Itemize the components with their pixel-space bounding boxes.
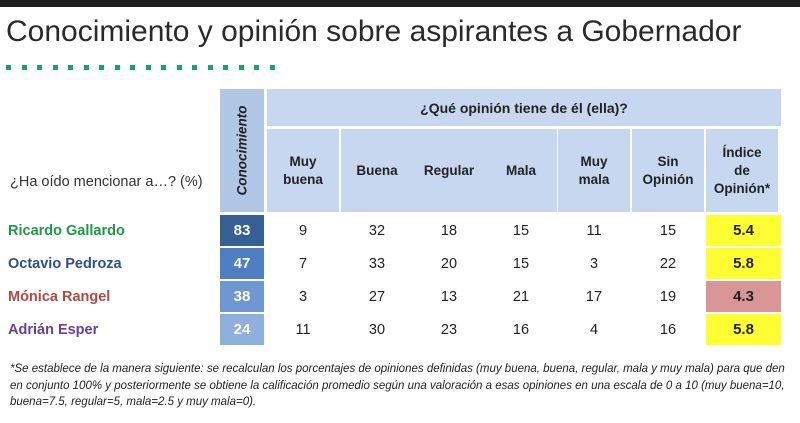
opinion-value: 3 — [298, 288, 308, 305]
col-header-regular: Regular — [413, 129, 485, 212]
opinion-value: 23 — [440, 321, 458, 338]
opinion-index-value: 5.8 — [706, 248, 781, 279]
divider-dot — [83, 65, 89, 70]
divider-dot — [192, 65, 197, 70]
divider-dot — [207, 65, 213, 70]
col-header-line: Opinión — [642, 171, 694, 187]
opinion-value: 11 — [586, 222, 602, 239]
col-header-line: mala — [578, 171, 610, 187]
col-header-line: Opinión* — [713, 180, 771, 196]
opinion-value: 15 — [659, 222, 677, 239]
divider-dot — [130, 65, 135, 70]
col-header-line: buena — [283, 171, 323, 187]
opinion-value: 3 — [589, 255, 599, 272]
knowledge-value: 83 — [220, 215, 264, 246]
divider-dot — [223, 65, 228, 70]
divider-dot — [52, 65, 58, 70]
opinion-value: 9 — [298, 222, 308, 239]
col-header-muy-mala: Muy mala — [558, 129, 630, 212]
opinion-index-value: 5.8 — [706, 314, 781, 345]
top-border — [0, 0, 800, 7]
opinion-value: 18 — [440, 222, 458, 239]
col-header-mala: Mala — [485, 129, 557, 212]
opinion-value: 16 — [512, 321, 530, 338]
divider-dot — [37, 65, 42, 70]
divider-dot — [176, 65, 182, 70]
row-name: Octavio Pedroza — [8, 255, 122, 272]
opinion-index-value: 5.4 — [706, 215, 781, 246]
divider-dot — [114, 65, 120, 70]
opinion-value: 21 — [512, 288, 530, 305]
col-header-line: Muy — [580, 153, 608, 169]
col-header-line: Regular — [423, 162, 475, 178]
opinion-value: 33 — [368, 255, 386, 272]
row-name: Adrián Esper — [8, 321, 99, 338]
col-header-line: Sin — [657, 153, 679, 169]
divider-dot — [99, 65, 104, 70]
knowledge-value: 47 — [220, 248, 264, 279]
knowledge-header: Conocimiento — [220, 89, 264, 212]
opinion-value: 16 — [659, 321, 677, 338]
divider-dot — [6, 65, 11, 70]
page-title: Conocimiento y opinión sobre aspirantes … — [6, 15, 742, 48]
opinion-value: 19 — [659, 288, 677, 305]
col-header-indice: Índice de Opinión* — [706, 129, 778, 212]
divider-dot — [254, 65, 259, 70]
col-header-line: Mala — [505, 162, 536, 178]
knowledge-value: 24 — [220, 314, 264, 345]
col-header-muy-buena: Muy buena — [267, 129, 339, 212]
opinion-value: 27 — [368, 288, 386, 305]
opinion-value: 15 — [512, 222, 530, 239]
divider-dot — [21, 65, 27, 70]
col-header-line: Índice — [722, 144, 762, 160]
divider-dot — [68, 65, 73, 70]
footnote: *Se establece de la manera siguiente: se… — [10, 363, 785, 408]
col-header-line: Buena — [356, 162, 398, 178]
opinion-value: 20 — [440, 255, 458, 272]
row-name: Ricardo Gallardo — [8, 222, 125, 239]
dotted-divider — [6, 65, 276, 70]
opinion-value: 30 — [368, 321, 386, 338]
opinion-value: 32 — [368, 222, 386, 239]
opinion-question-header: ¿Qué opinión tiene de él (ella)? — [267, 89, 781, 126]
divider-dot — [161, 65, 166, 70]
col-header-line: Muy — [289, 153, 317, 169]
opinion-value: 11 — [295, 321, 311, 338]
row-name: Mónica Rangel — [8, 288, 111, 305]
col-header-line: de — [734, 162, 750, 178]
opinion-value: 17 — [585, 288, 603, 305]
col-header-buena: Buena — [341, 129, 413, 212]
question-label: ¿Ha oído mencionar a…? (%) — [10, 174, 203, 190]
opinion-value: 22 — [659, 255, 677, 272]
opinion-value: 15 — [512, 255, 530, 272]
knowledge-value: 38 — [220, 281, 264, 312]
col-header-sin-opinion: Sin Opinión — [632, 129, 704, 212]
opinion-value: 7 — [298, 255, 308, 272]
opinion-index-value: 4.3 — [706, 281, 781, 312]
divider-dot — [269, 65, 275, 70]
divider-dot — [238, 65, 244, 70]
divider-dot — [145, 65, 151, 70]
opinion-value: 4 — [589, 321, 599, 338]
opinion-value: 13 — [440, 288, 458, 305]
